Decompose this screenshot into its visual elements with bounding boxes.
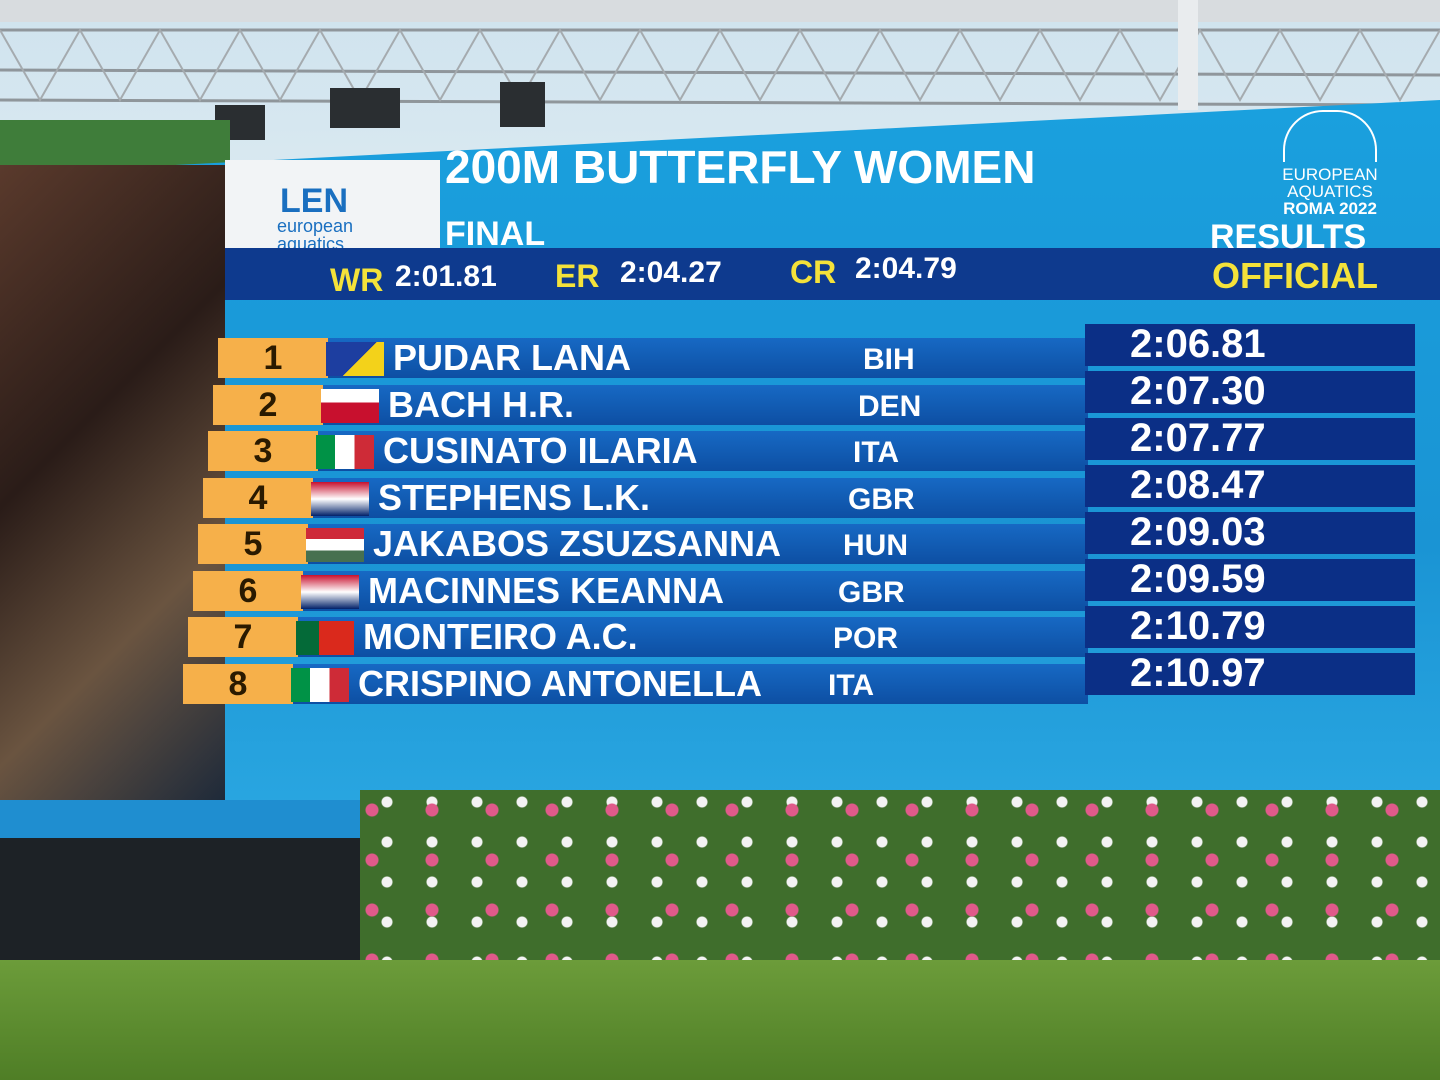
athlete-name: STEPHENS L.K. <box>378 476 651 518</box>
row-bar <box>293 663 1088 704</box>
nation: BIH <box>863 343 915 376</box>
results-label: RESULTS <box>1210 218 1367 256</box>
flowers <box>360 790 1440 970</box>
record-time: 2:04.27 <box>620 256 722 289</box>
row-bar <box>323 384 1088 425</box>
flag <box>296 621 354 655</box>
time: 2:07.77 <box>1130 416 1266 460</box>
row-bar <box>308 524 1088 564</box>
rank: 5 <box>198 524 308 564</box>
event-round: FINAL <box>445 215 546 253</box>
grass <box>0 960 1440 1080</box>
time-box <box>1085 418 1415 460</box>
event-logo: EUROPEAN AQUATICS ROMA 2022 <box>1275 110 1385 217</box>
time: 2:10.79 <box>1130 604 1266 648</box>
time-box <box>1085 653 1415 695</box>
time: 2:07.30 <box>1130 369 1266 413</box>
rank: 4 <box>203 477 313 518</box>
official-label: OFFICIAL <box>1212 255 1378 296</box>
record-time: 2:01.81 <box>395 260 497 293</box>
athlete-name: JAKABOS ZSUZSANNA <box>373 523 782 564</box>
record-label: ER <box>555 258 600 294</box>
row-bar <box>313 477 1088 518</box>
colosseum-icon <box>1283 110 1377 162</box>
row-bar <box>318 431 1088 471</box>
athlete-name: MACINNES KEANNA <box>368 569 725 611</box>
flag <box>306 528 364 562</box>
athlete-name: BACH H.R. <box>388 383 574 425</box>
event-logo-text: AQUATICS <box>1287 182 1373 201</box>
flag <box>291 667 349 702</box>
row-bar <box>303 570 1088 611</box>
record-label: WR <box>330 262 384 298</box>
time-box <box>1085 512 1415 554</box>
records-strip <box>225 248 1440 300</box>
time: 2:09.59 <box>1130 557 1266 601</box>
flag <box>301 574 359 609</box>
rank: 8 <box>183 663 293 704</box>
flag <box>321 388 379 423</box>
logo-text: LEN <box>280 182 348 220</box>
time: 2:06.81 <box>1130 322 1266 366</box>
nation: ITA <box>853 436 900 469</box>
nation: HUN <box>843 529 908 562</box>
rank: 6 <box>193 570 303 611</box>
time-box <box>1085 559 1415 601</box>
crowd-video <box>0 165 225 800</box>
row-bar <box>298 617 1088 657</box>
rank: 2 <box>213 384 323 425</box>
nation: DEN <box>858 389 922 423</box>
rank: 3 <box>208 431 318 471</box>
flag <box>316 435 374 469</box>
event-logo-text: EUROPEAN <box>1282 165 1378 184</box>
event-title: 200M BUTTERFLY WOMEN <box>445 141 1036 193</box>
athlete-name: CUSINATO ILARIA <box>383 430 698 471</box>
time-box <box>1085 324 1415 366</box>
record-time: 2:04.79 <box>855 252 957 285</box>
nation: GBR <box>848 482 915 516</box>
time-box <box>1085 371 1415 413</box>
time: 2:10.97 <box>1130 651 1266 695</box>
nation: ITA <box>828 668 875 702</box>
row-bar <box>328 338 1088 378</box>
record-label: CR <box>790 254 837 290</box>
nation: POR <box>833 622 899 655</box>
rank: 1 <box>218 338 328 378</box>
rank: 7 <box>188 617 298 657</box>
wall <box>0 838 380 978</box>
athlete-name: CRISPINO ANTONELLA <box>358 662 763 704</box>
logo-text: european <box>277 216 354 236</box>
nation: GBR <box>838 575 905 609</box>
athlete-name: MONTEIRO A.C. <box>363 616 638 657</box>
athlete-name: PUDAR LANA <box>393 337 631 378</box>
flag <box>326 342 384 376</box>
time-box <box>1085 606 1415 648</box>
flag <box>311 481 369 516</box>
time: 2:08.47 <box>1130 463 1266 507</box>
time-box <box>1085 465 1415 507</box>
event-logo-text: ROMA 2022 <box>1283 199 1377 218</box>
time: 2:09.03 <box>1130 510 1266 554</box>
